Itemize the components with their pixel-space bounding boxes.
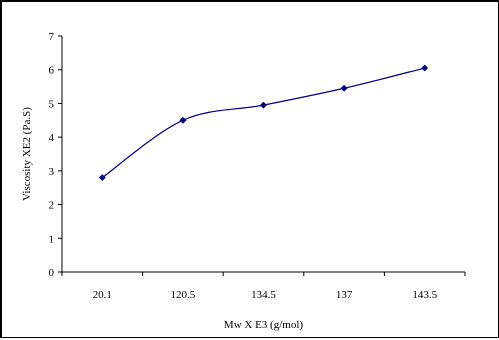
x-tick-label: 134.5 — [251, 289, 276, 301]
y-tick-label: 7 — [49, 31, 55, 43]
y-axis-title: Viscosity XE2 (Pa.S) — [21, 107, 33, 201]
x-tick-label: 20.1 — [93, 289, 112, 301]
y-tick-label: 3 — [49, 166, 55, 178]
data-point-marker — [421, 64, 429, 72]
y-tick-label: 5 — [49, 98, 55, 110]
y-ticks: 0 1 2 3 4 5 6 7 — [49, 31, 62, 279]
y-tick-label: 2 — [49, 200, 55, 212]
y-tick-label: 6 — [49, 65, 55, 77]
x-tick-label: 120.5 — [171, 289, 196, 301]
series-line — [101, 67, 425, 179]
data-point-marker — [259, 101, 268, 109]
data-point-marker — [340, 84, 348, 92]
x-axis-title: Mw X E3 (g/mol) — [224, 319, 303, 331]
data-point-marker — [179, 116, 187, 124]
x-tick-label: 143.5 — [412, 289, 437, 301]
x-ticks: 20.1 120.5 134.5 137 143.5 — [61, 272, 466, 301]
data-point-marker — [98, 174, 106, 182]
data-markers — [98, 64, 429, 182]
axes — [61, 36, 465, 273]
x-tick-label: 137 — [336, 289, 353, 301]
y-tick-label: 1 — [49, 233, 55, 245]
y-tick-label: 4 — [49, 132, 55, 144]
y-tick-label: 0 — [49, 267, 55, 279]
